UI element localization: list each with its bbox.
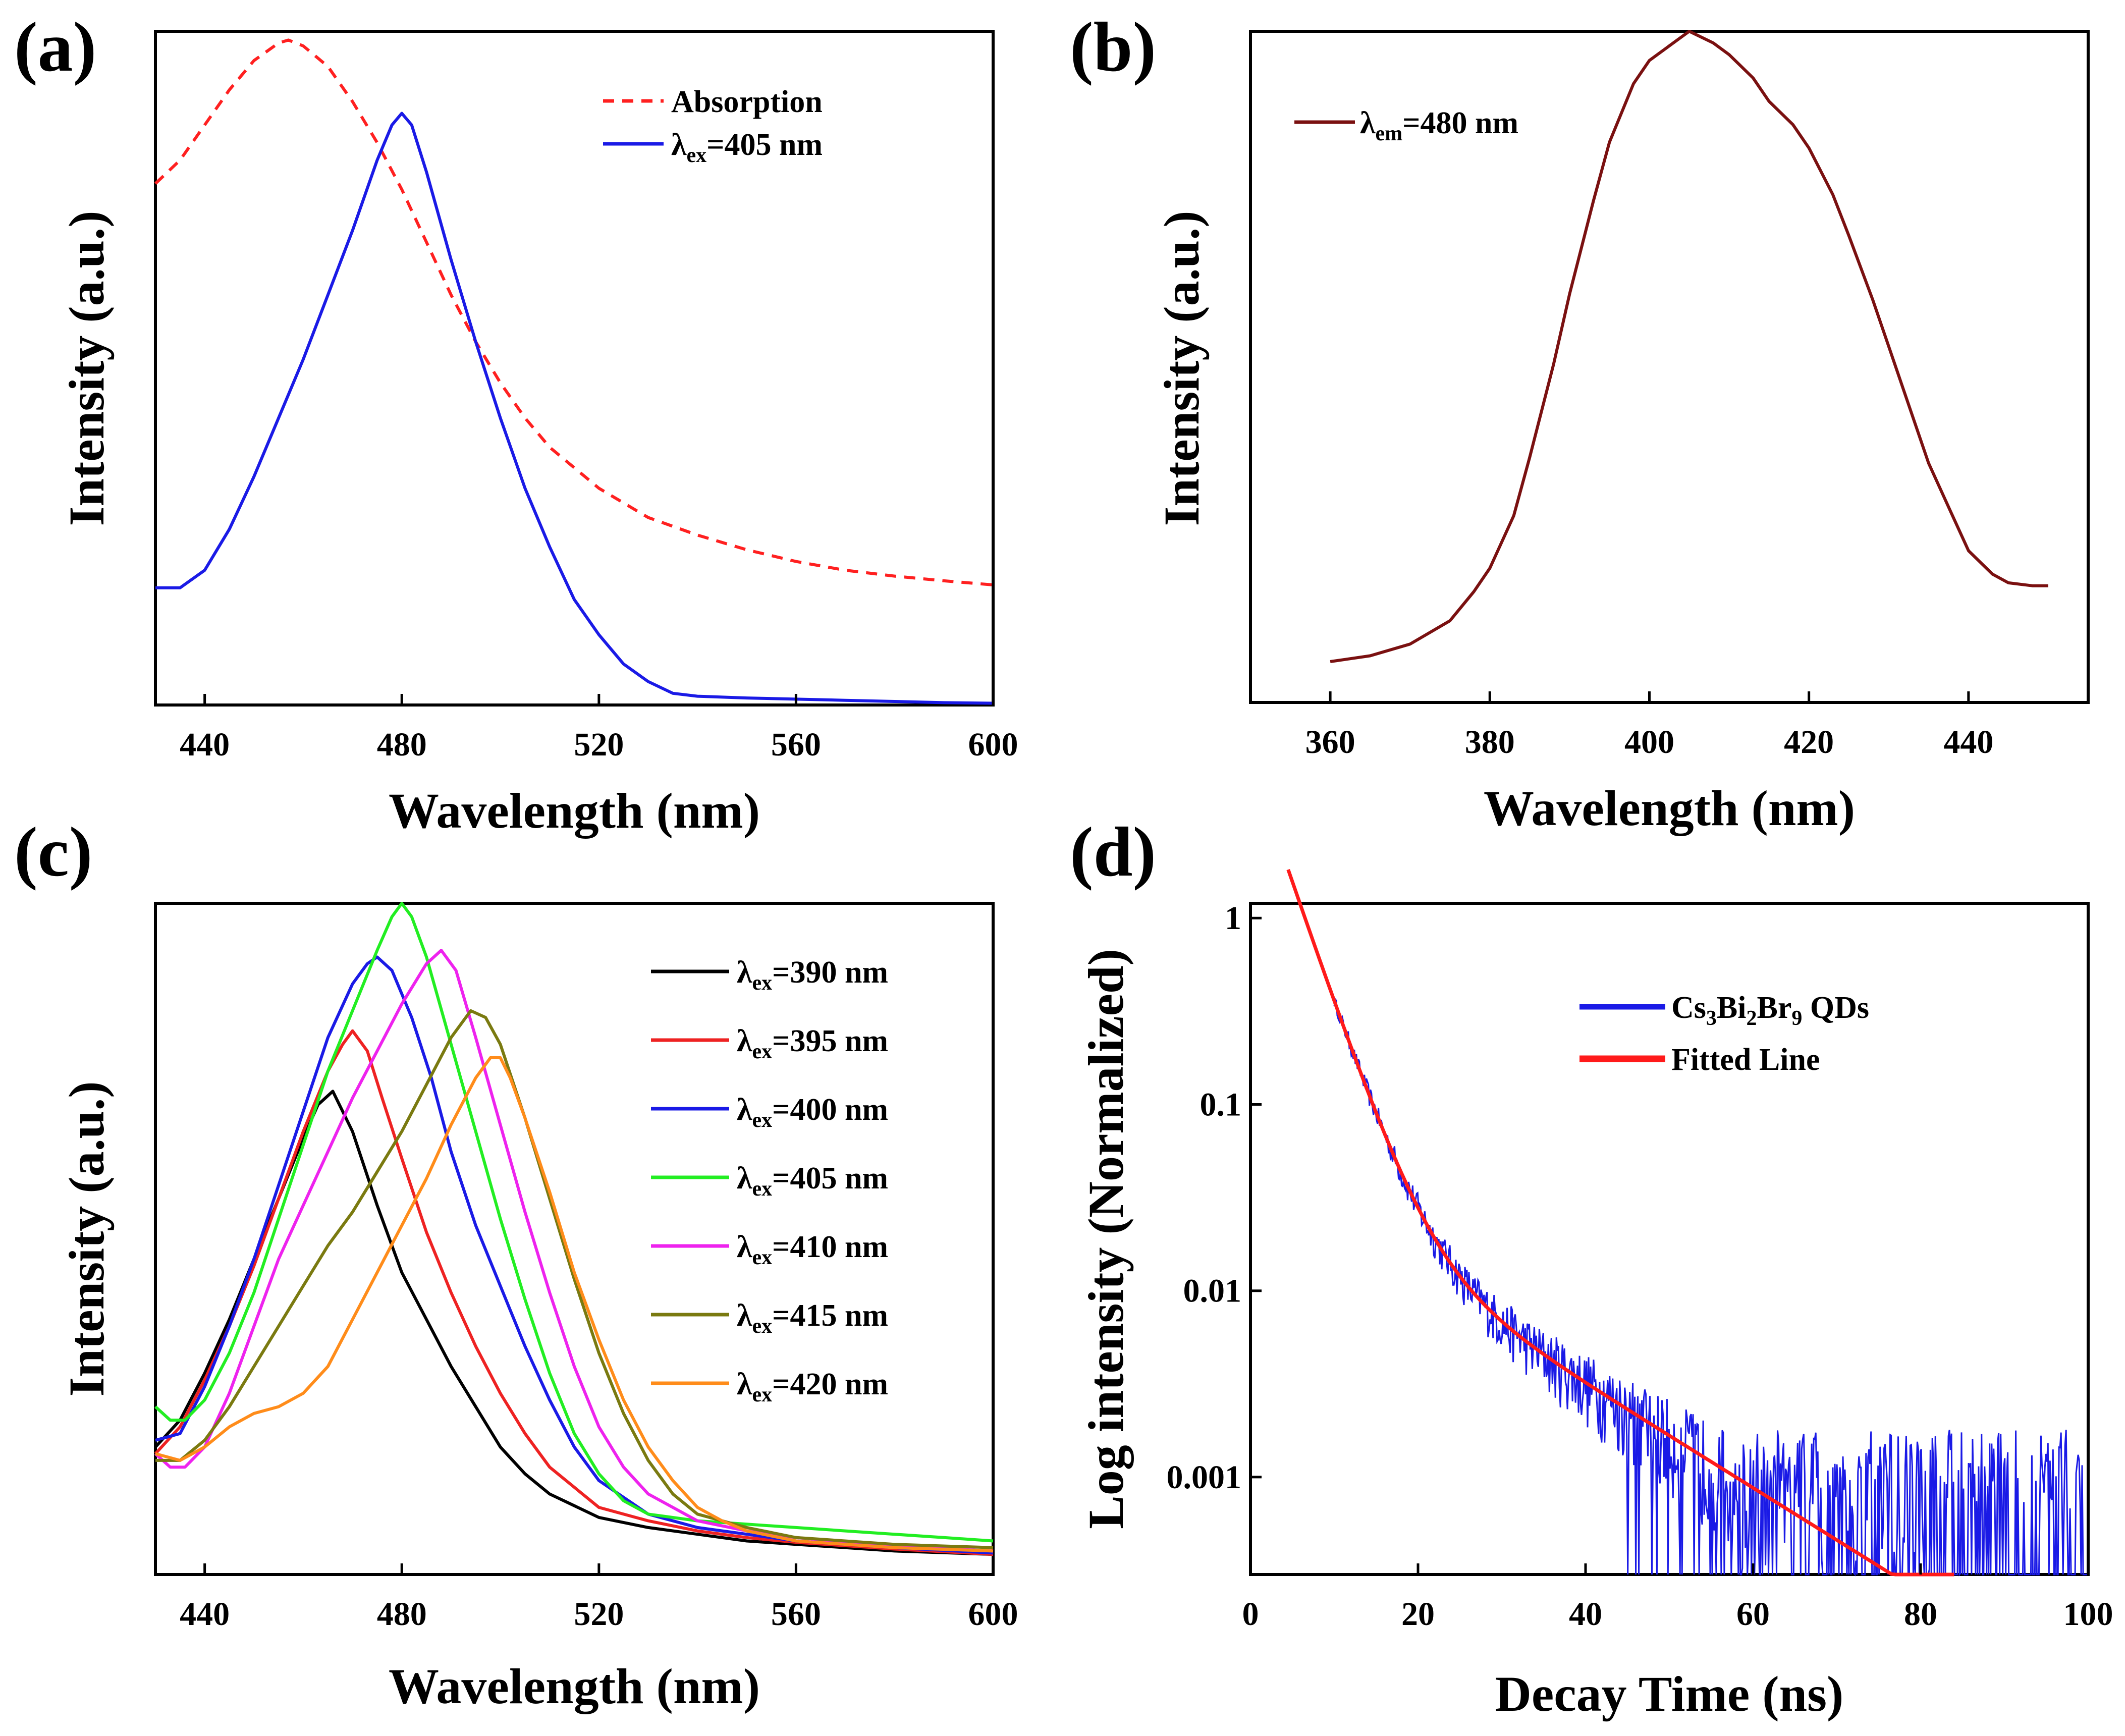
panel-d-letter: (d) — [1070, 813, 1156, 891]
panel-d-x-axis-title: Decay Time (ns) — [1495, 1666, 1844, 1722]
panel-b-x-tick-label: 440 — [1943, 724, 1993, 761]
panel-c-x-tick-label: 480 — [377, 1596, 427, 1633]
panel-c-x-tick-label: 440 — [180, 1596, 230, 1633]
panel-b-x-axis-title: Wavelength (nm) — [1484, 780, 1855, 836]
panel-a-x-tick-label: 480 — [377, 726, 427, 763]
panel-d-series — [1286, 869, 2087, 1577]
panel-a-series — [154, 38, 994, 705]
panel-d-series-0 — [1333, 997, 2087, 1577]
panel-c-x-tick-label: 520 — [574, 1596, 624, 1633]
panel-c-legend-label-405: λex=405 nm — [737, 1161, 888, 1201]
panel-c-x-tick-label: 560 — [771, 1596, 821, 1633]
panel-a-series-1 — [155, 112, 994, 705]
panel-a-x-tick-label: 440 — [180, 726, 230, 763]
panel-c-x-axis-title: Wavelength (nm) — [389, 1658, 760, 1714]
panel-c-x-ticks: 440 480 520 560 600 — [180, 1563, 1018, 1633]
panel-b-letter: (b) — [1070, 8, 1156, 86]
panel-a-plot-frame — [154, 30, 995, 707]
panel-b-x-tick-label: 360 — [1305, 724, 1355, 761]
panel-c-series-1 — [154, 1029, 994, 1556]
panel-d-x-tick-label: 0 — [1242, 1596, 1259, 1633]
panel-b-legend: λem=480 nm — [1294, 106, 1518, 145]
panel-a-x-tick-label: 600 — [968, 726, 1018, 763]
panel-c-series-5 — [155, 1009, 994, 1549]
panel-c-legend-label-390: λex=390 nm — [737, 955, 888, 995]
panel-d-legend: Cs3Bi2Br9 QDs Fitted Line — [1579, 991, 1869, 1077]
panel-d-x-tick-label: 60 — [1736, 1596, 1770, 1633]
panel-c-legend-label-400: λex=400 nm — [737, 1093, 888, 1132]
panel-b-x-ticks: 360 380 400 420 440 — [1305, 691, 1993, 761]
panel-a-legend-label-absorption: Absorption — [671, 85, 823, 119]
panel-b-plot-frame — [1249, 30, 2090, 704]
panel-d-series-1 — [1286, 869, 1954, 1577]
panel-d-y-axis-title: Log intensity (Normalized) — [1078, 949, 1134, 1529]
panel-d: (d) 0 20 40 60 80 100 0.001 0.01 0.1 1 Decay Tim… — [1070, 813, 2113, 1722]
panel-b-legend-label-480: λem=480 nm — [1360, 106, 1518, 145]
panel-a-y-axis-title: Intensity (a.u.) — [59, 210, 115, 526]
panel-a-letter: (a) — [14, 8, 96, 86]
panel-c-series-4 — [154, 949, 994, 1553]
panel-c-y-axis-title: Intensity (a.u.) — [59, 1081, 115, 1396]
panel-d-legend-label-qds: Cs3Bi2Br9 QDs — [1671, 991, 1869, 1030]
panel-c: (c) 440 480 520 560 600 Wavelength (nm) Inte… — [14, 813, 1018, 1714]
panel-d-y-ticks: 0.001 0.01 0.1 1 — [1167, 900, 1262, 1496]
panel-b-series-0 — [1330, 30, 2048, 663]
panel-d-x-tick-label: 20 — [1401, 1596, 1435, 1633]
panel-d-y-tick-label: 0.001 — [1167, 1459, 1242, 1496]
panel-d-x-tick-label: 100 — [2063, 1596, 2113, 1633]
panel-a-series-0 — [154, 38, 994, 586]
panel-b-series — [1330, 30, 2048, 663]
panel-d-legend-label-fitted: Fitted Line — [1671, 1043, 1820, 1077]
panel-b-x-tick-label: 400 — [1624, 724, 1674, 761]
panel-c-legend-label-415: λex=415 nm — [737, 1298, 888, 1338]
panel-b: (b) 360 380 400 420 440 Wavelength (nm) Inte… — [1070, 8, 2090, 836]
panel-b-y-axis-title: Intensity (a.u.) — [1154, 210, 1210, 526]
panel-c-letter: (c) — [14, 813, 92, 891]
panel-d-x-ticks: 0 20 40 60 80 100 — [1242, 1563, 2113, 1633]
panel-b-x-tick-label: 380 — [1465, 724, 1515, 761]
panel-a-x-tick-label: 560 — [771, 726, 821, 763]
panel-c-legend-label-395: λex=395 nm — [737, 1024, 888, 1063]
panel-c-series — [154, 902, 994, 1556]
panel-c-series-3 — [154, 902, 994, 1543]
panel-a-legend: Absorption λex=405 nm — [603, 85, 823, 167]
panel-c-x-tick-label: 600 — [968, 1596, 1018, 1633]
panel-c-legend-label-420: λex=420 nm — [737, 1367, 888, 1406]
panel-d-y-tick-label: 0.01 — [1183, 1273, 1242, 1310]
panel-d-y-tick-label: 0.1 — [1200, 1086, 1242, 1123]
panel-d-x-tick-label: 80 — [1904, 1596, 1937, 1633]
panel-a: (a) 440 480 520 560 600 Wavelength (nm) Inte… — [14, 8, 1018, 839]
panel-a-legend-label-405: λex=405 nm — [671, 128, 823, 167]
panel-d-x-tick-label: 40 — [1569, 1596, 1602, 1633]
panel-a-x-tick-label: 520 — [574, 726, 624, 763]
panel-c-legend-label-410: λex=410 nm — [737, 1230, 888, 1269]
panel-a-x-ticks: 440 480 520 560 600 — [180, 694, 1018, 763]
panel-c-legend: λex=390 nm λex=395 nm λex=400 nm λex=405… — [651, 955, 888, 1406]
panel-b-x-tick-label: 420 — [1784, 724, 1834, 761]
panel-a-x-axis-title: Wavelength (nm) — [389, 783, 760, 839]
panel-c-plot-frame — [154, 902, 995, 1576]
panel-d-plot-frame — [1249, 902, 2090, 1576]
panel-d-y-tick-label: 1 — [1225, 900, 1241, 937]
panel-c-series-6 — [155, 1056, 994, 1553]
